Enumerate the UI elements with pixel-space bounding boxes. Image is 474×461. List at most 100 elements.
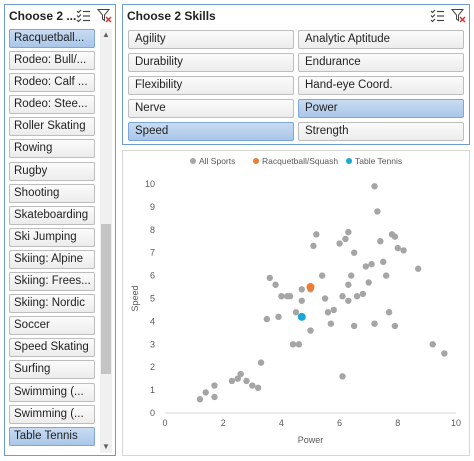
data-point[interactable] <box>368 260 375 268</box>
data-point[interactable] <box>272 281 279 288</box>
data-point[interactable] <box>350 249 358 256</box>
data-point[interactable] <box>321 295 329 302</box>
data-point[interactable] <box>339 373 346 380</box>
data-point[interactable] <box>278 293 285 300</box>
sport-item[interactable]: Rodeo: Bull/... <box>9 51 95 71</box>
data-point[interactable] <box>228 377 236 385</box>
sport-item[interactable]: Rodeo: Calf ... <box>9 73 95 93</box>
data-point[interactable] <box>266 274 273 282</box>
sport-item[interactable]: Soccer <box>9 316 95 336</box>
scrollbar-thumb[interactable] <box>101 224 111 374</box>
data-point[interactable] <box>297 312 306 321</box>
data-point[interactable] <box>345 297 352 304</box>
data-point[interactable] <box>345 281 352 288</box>
data-point[interactable] <box>306 283 315 292</box>
sport-item[interactable]: Table Tennis <box>9 426 95 446</box>
multi-select-icon[interactable] <box>430 8 445 23</box>
sport-item[interactable]: Racquetball... <box>9 29 95 48</box>
sport-item[interactable]: Surfing <box>9 360 95 380</box>
skill-nerve[interactable]: Nerve <box>128 99 294 118</box>
data-point[interactable] <box>234 375 241 382</box>
data-point[interactable] <box>394 244 401 252</box>
sport-item[interactable]: Roller Skating <box>9 117 95 137</box>
data-point[interactable] <box>237 370 244 378</box>
data-point[interactable] <box>342 235 349 243</box>
data-point[interactable] <box>429 341 436 348</box>
data-point[interactable] <box>295 341 303 348</box>
skill-strength[interactable]: Strength <box>298 122 464 141</box>
y-tick-label: 3 <box>150 339 155 349</box>
data-point[interactable] <box>254 384 262 392</box>
data-point[interactable] <box>289 341 297 348</box>
data-point[interactable] <box>263 315 271 323</box>
data-point[interactable] <box>382 272 390 279</box>
sport-item[interactable]: Rowing <box>9 139 95 159</box>
data-point[interactable] <box>202 389 209 396</box>
data-point[interactable] <box>353 293 361 300</box>
data-point[interactable] <box>339 293 346 300</box>
sport-item[interactable]: Rodeo: Stee... <box>9 95 95 115</box>
data-point[interactable] <box>249 382 256 389</box>
multi-select-icon[interactable] <box>76 8 91 23</box>
sport-item[interactable]: Swimming (... <box>9 382 95 402</box>
data-point[interactable] <box>391 233 399 240</box>
data-point[interactable] <box>336 240 343 247</box>
data-point[interactable] <box>286 293 294 300</box>
sport-item[interactable]: Rugby <box>9 161 95 181</box>
data-point[interactable] <box>400 247 407 254</box>
sport-item[interactable]: Ski Jumping <box>9 227 95 247</box>
data-point[interactable] <box>257 359 265 366</box>
data-point[interactable] <box>350 322 358 330</box>
data-point[interactable] <box>324 309 332 316</box>
data-point[interactable] <box>196 396 204 403</box>
skill-speed[interactable]: Speed <box>128 122 294 141</box>
y-tick-label: 5 <box>150 294 155 304</box>
data-point[interactable] <box>348 272 355 279</box>
data-point[interactable] <box>330 306 337 314</box>
data-point[interactable] <box>327 320 335 327</box>
data-point[interactable] <box>391 322 399 330</box>
clear-filter-icon[interactable] <box>97 8 112 23</box>
data-point[interactable] <box>298 297 305 304</box>
skill-flexibility[interactable]: Flexibility <box>128 76 294 95</box>
data-point[interactable] <box>307 327 314 334</box>
data-point[interactable] <box>365 279 372 286</box>
sports-scrollbar[interactable]: ▲ ▼ <box>100 29 112 453</box>
data-point[interactable] <box>362 263 369 270</box>
data-point[interactable] <box>243 377 250 385</box>
skill-analytic-aptitude[interactable]: Analytic Aptitude <box>298 30 464 49</box>
skill-endurance[interactable]: Endurance <box>298 53 464 72</box>
skill-durability[interactable]: Durability <box>128 53 294 72</box>
data-point[interactable] <box>414 265 422 272</box>
data-point[interactable] <box>292 309 300 316</box>
data-point[interactable] <box>318 272 326 279</box>
sport-item[interactable]: Skateboarding <box>9 205 95 225</box>
skill-power[interactable]: Power <box>298 99 464 118</box>
sport-item[interactable]: Swimming (... <box>9 404 95 424</box>
sport-item[interactable]: Skiing: Alpine <box>9 249 95 269</box>
skill-hand-eye-coord[interactable]: Hand-eye Coord. <box>298 76 464 95</box>
data-point[interactable] <box>298 286 305 293</box>
scroll-down-icon[interactable]: ▼ <box>102 442 110 451</box>
clear-filter-icon[interactable] <box>451 8 466 23</box>
sport-item[interactable]: Skiing: Frees... <box>9 272 95 292</box>
sport-item[interactable]: Skiing: Nordic <box>9 294 95 314</box>
data-point[interactable] <box>275 313 282 321</box>
data-point[interactable] <box>345 228 352 236</box>
data-point[interactable] <box>211 393 218 401</box>
data-point[interactable] <box>441 350 448 357</box>
sport-item[interactable]: Shooting <box>9 183 95 203</box>
data-point[interactable] <box>211 382 218 389</box>
data-point[interactable] <box>359 290 367 298</box>
data-point[interactable] <box>374 208 381 215</box>
data-point[interactable] <box>371 320 378 327</box>
data-point[interactable] <box>385 309 393 316</box>
scroll-up-icon[interactable]: ▲ <box>102 30 110 39</box>
skill-agility[interactable]: Agility <box>128 30 294 49</box>
sport-item[interactable]: Speed Skating <box>9 338 95 358</box>
data-point[interactable] <box>377 238 384 245</box>
data-point[interactable] <box>380 258 387 266</box>
data-point[interactable] <box>313 231 320 238</box>
data-point[interactable] <box>310 242 317 250</box>
data-point[interactable] <box>371 183 378 190</box>
